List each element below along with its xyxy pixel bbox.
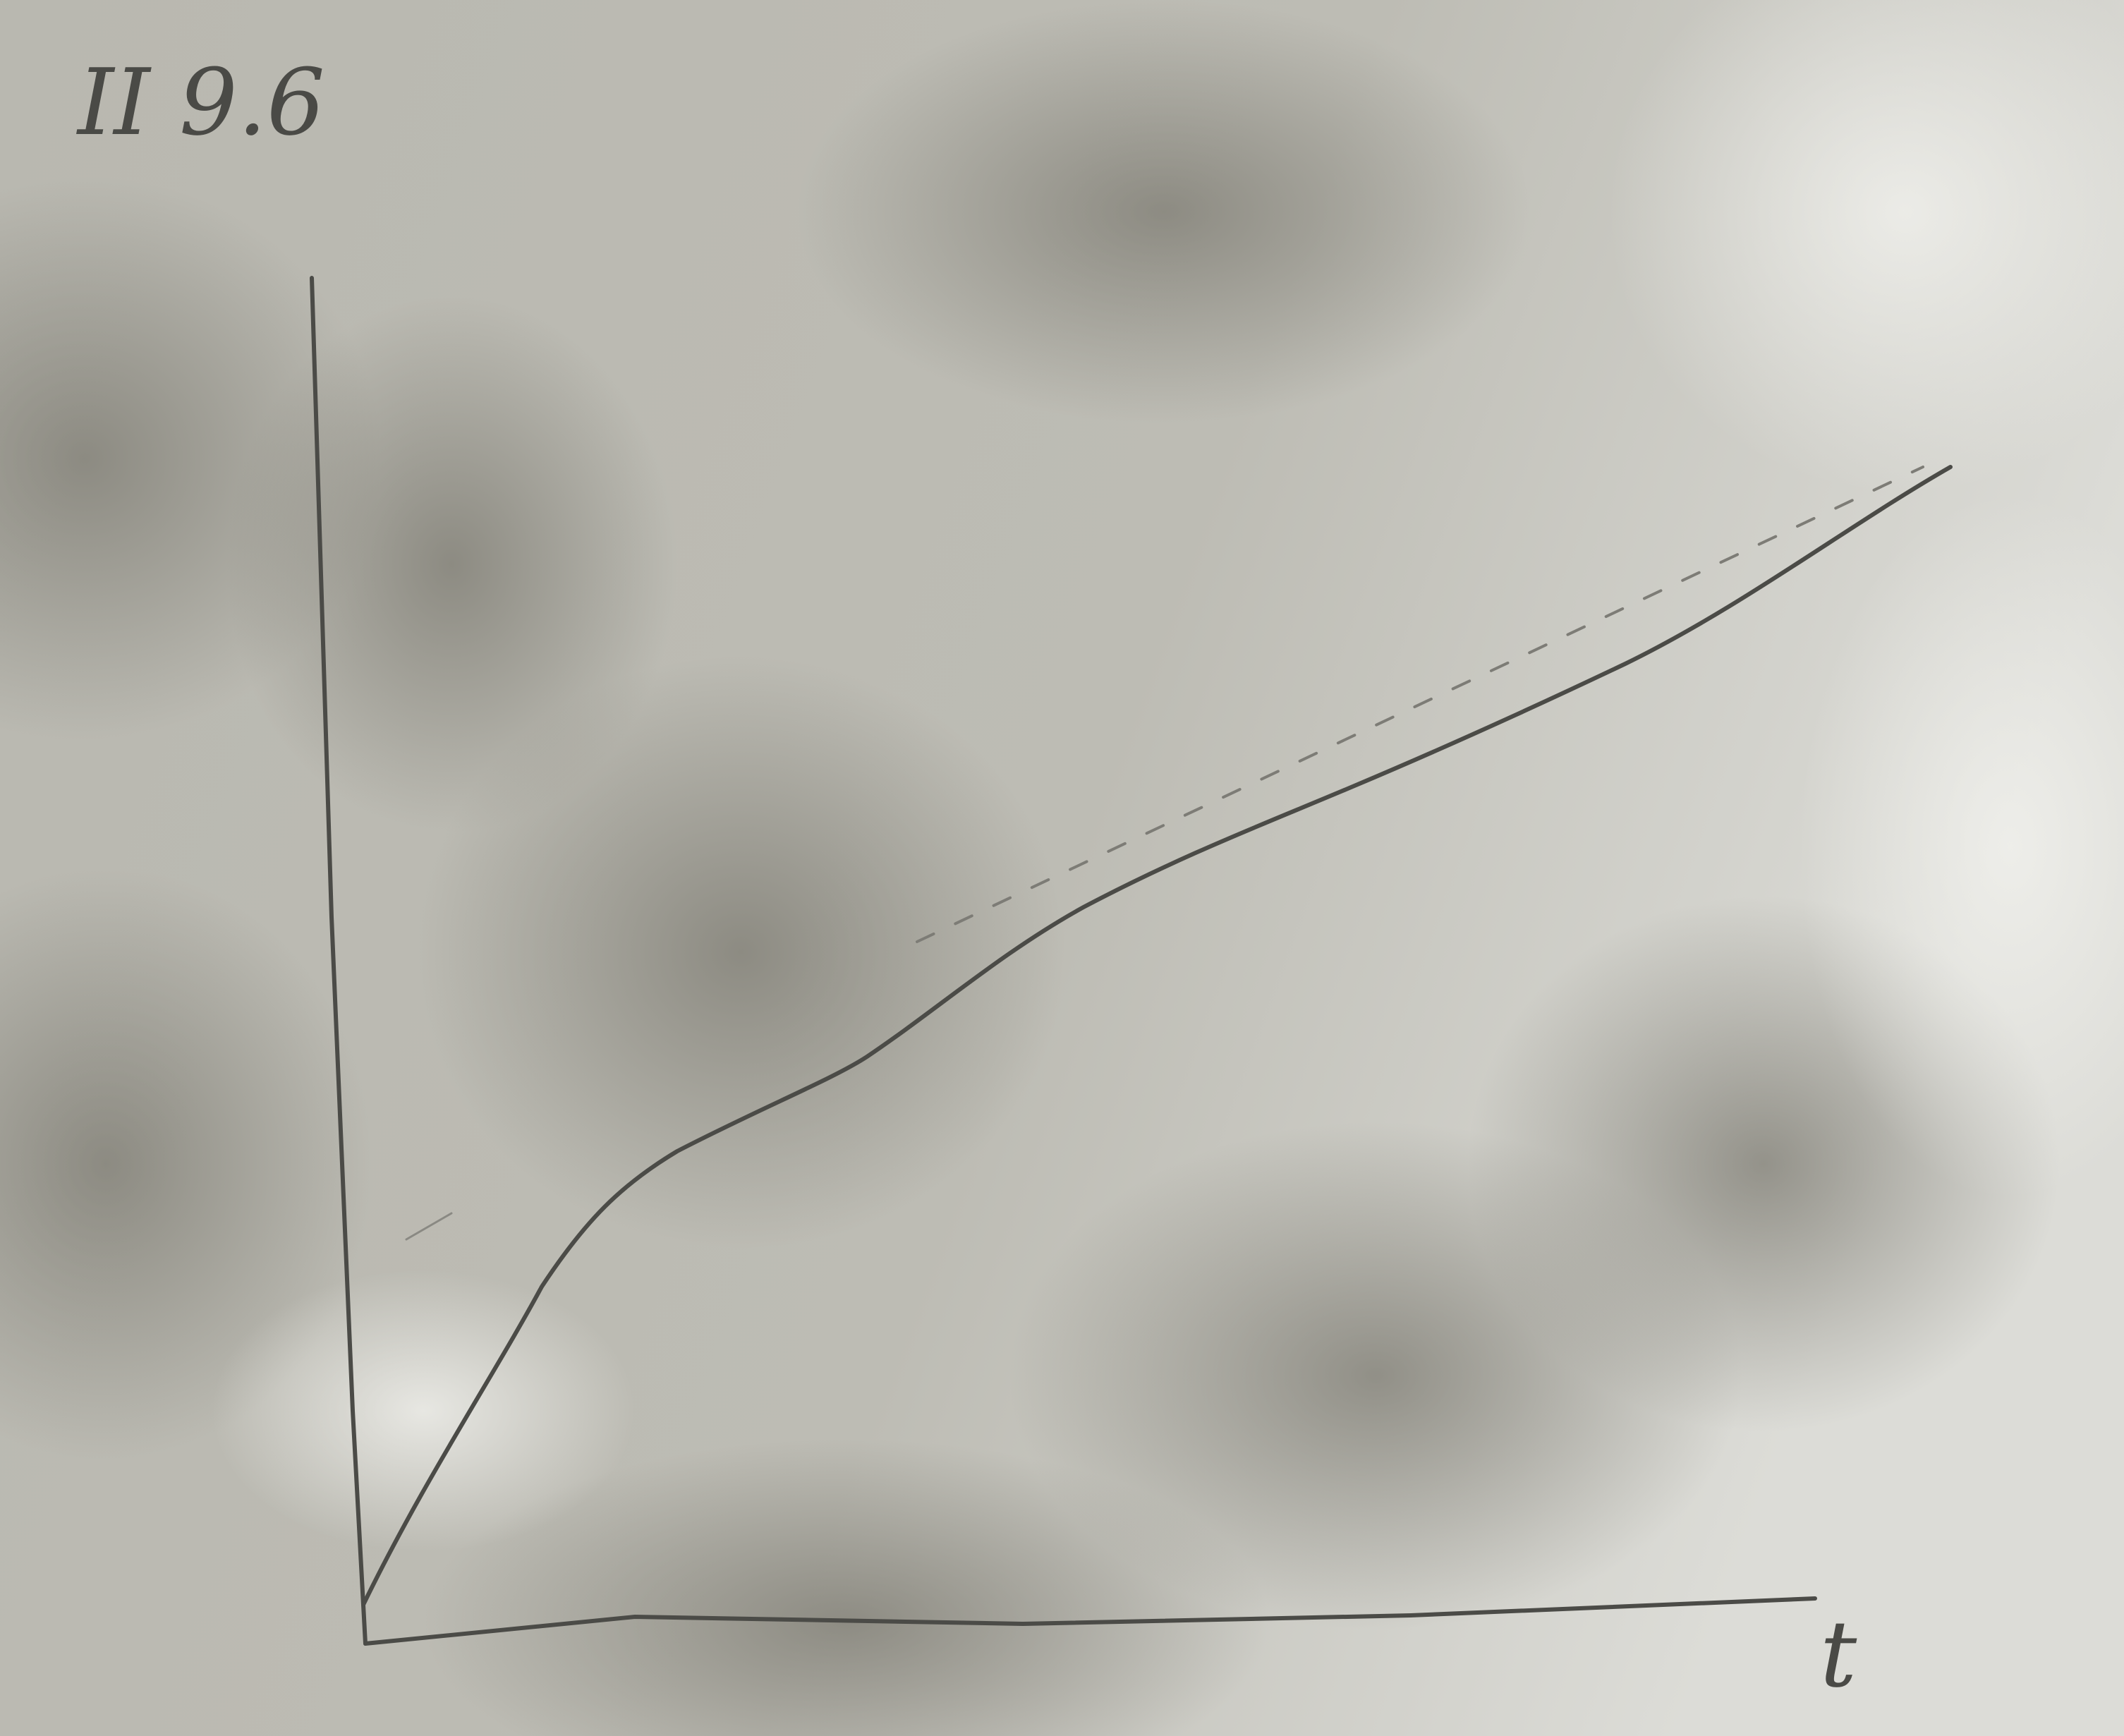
figure-label: II 9.6 bbox=[76, 49, 325, 156]
x-axis-label: t bbox=[1820, 1601, 1857, 1708]
asymptote-start bbox=[405, 1212, 453, 1241]
x-axis bbox=[363, 1596, 1817, 1646]
asymptote bbox=[916, 466, 1924, 943]
y-axis bbox=[310, 276, 368, 1646]
sketch bbox=[310, 276, 1953, 1646]
curve bbox=[361, 465, 1953, 1607]
